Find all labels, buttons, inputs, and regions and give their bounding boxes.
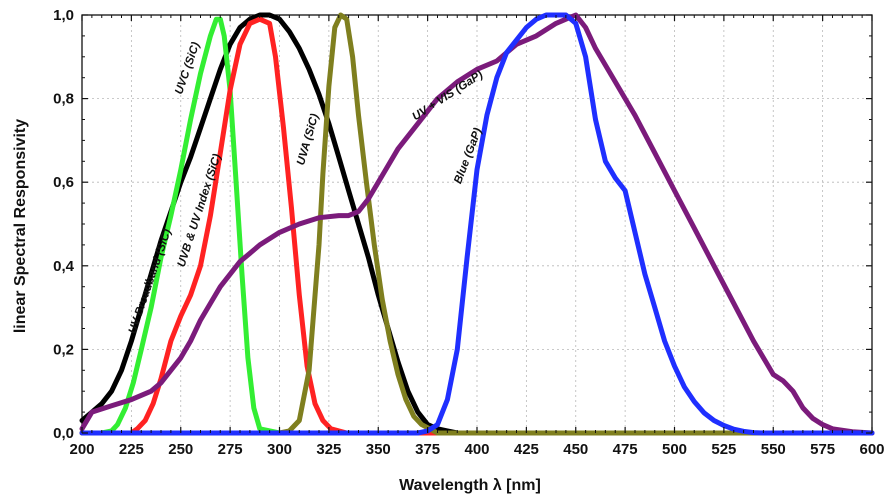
axis-ticks: 200 225 250 275 300 325 350 375 400 425 450 475 500 5… [53,7,884,458]
series-line-uv-vis-gap [79,12,875,436]
series-label-uv-vis-gap: UV + VIS (GaP) [410,69,485,124]
y-tick-label: 0,4 [53,258,75,275]
y-tick-label: 0,6 [53,174,74,191]
x-tick-label: 325 [316,441,341,458]
series-line-uva-sic [79,12,875,436]
series-line-blue-gap [79,12,875,436]
y-axis-title: linear Spectral Responsivity [12,119,29,333]
x-tick-label: 250 [168,441,193,458]
y-tick-label: 0,0 [53,425,74,442]
x-tick-label: 400 [464,441,489,458]
series-line-uvc-sic [79,16,875,436]
x-tick-label: 600 [859,441,884,458]
series-line-uv-broadband-sic [79,12,480,436]
x-axis-title: Wavelength λ [nm] [399,477,541,494]
y-tick-label: 1,0 [53,7,74,24]
x-tick-label: 200 [69,441,94,458]
x-tick-label: 550 [761,441,786,458]
x-tick-label: 475 [613,441,638,458]
y-tick-label: 0,8 [53,91,74,108]
series-lines [79,12,875,436]
x-tick-label: 525 [711,441,736,458]
x-tick-label: 300 [267,441,292,458]
y-tick-label: 0,2 [53,341,74,358]
x-tick-label: 500 [662,441,687,458]
series-label-uva-sic: UVA (SiC) [295,112,321,166]
x-tick-label: 275 [218,441,243,458]
x-tick-label: 425 [514,441,539,458]
x-tick-label: 575 [810,441,835,458]
x-tick-label: 375 [415,441,440,458]
x-tick-label: 450 [563,441,588,458]
x-tick-label: 350 [366,441,391,458]
x-tick-label: 225 [119,441,144,458]
